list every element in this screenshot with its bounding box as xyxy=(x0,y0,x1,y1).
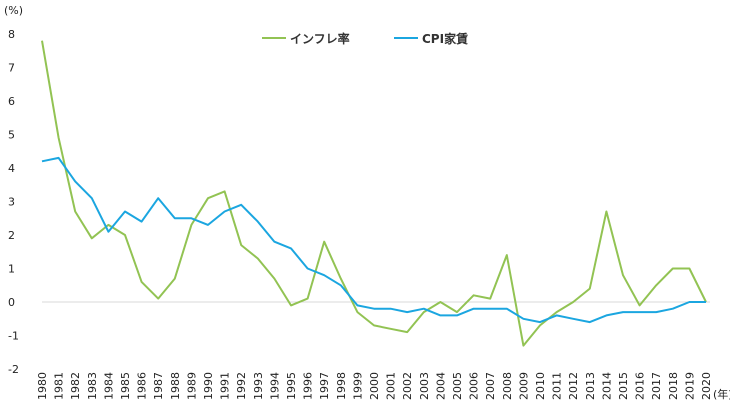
x-tick-label: 2008 xyxy=(501,372,514,400)
x-tick-label: 2003 xyxy=(418,372,431,400)
x-tick-label: 1996 xyxy=(302,372,315,400)
x-tick-label: 1980 xyxy=(36,372,49,400)
x-tick-label: 2011 xyxy=(551,372,564,400)
legend-label-2: CPI家賃 xyxy=(422,31,468,46)
x-tick-label: 2013 xyxy=(584,372,597,400)
x-tick-label: 2004 xyxy=(434,372,447,400)
x-tick-label: 2014 xyxy=(600,372,613,400)
y-tick-label: 5 xyxy=(8,129,15,142)
x-tick-label: 2017 xyxy=(650,372,663,400)
x-tick-label: 2012 xyxy=(567,372,580,400)
x-tick-label: 2000 xyxy=(368,372,381,400)
legend-label-1: インフレ率 xyxy=(290,31,350,46)
x-axis-ticks: 1980 1981 1982 1983 1984 1985 1986 1987 1988 1989… xyxy=(36,372,713,400)
x-tick-label: 1994 xyxy=(268,372,281,400)
series-line-1 xyxy=(41,40,707,347)
x-tick-label: 2005 xyxy=(451,372,464,400)
x-tick-label: 1995 xyxy=(285,372,298,400)
x-tick-label: 1990 xyxy=(202,372,215,400)
series-lines xyxy=(41,40,707,347)
x-tick-label: 1999 xyxy=(351,372,364,400)
x-tick-label: 1988 xyxy=(169,372,182,400)
x-tick-label: 2007 xyxy=(484,372,497,400)
y-tick-label: 2 xyxy=(8,229,15,242)
y-tick-label: 0 xyxy=(8,296,15,309)
x-tick-label: 1982 xyxy=(69,372,82,400)
x-tick-label: 2006 xyxy=(468,372,481,400)
series-line-2 xyxy=(41,156,706,324)
y-tick-label: 3 xyxy=(8,196,15,209)
x-tick-label: 2016 xyxy=(634,372,647,400)
y-tick-label: -1 xyxy=(8,330,19,343)
x-tick-label: 1993 xyxy=(252,372,265,400)
y-tick-label: 7 xyxy=(8,62,15,75)
x-tick-label: 2002 xyxy=(401,372,414,400)
y-axis-unit-label: (%) xyxy=(4,4,23,17)
x-tick-label: 1985 xyxy=(119,372,132,400)
x-tick-label: 1989 xyxy=(185,372,198,400)
x-tick-label: 1991 xyxy=(219,372,232,400)
y-tick-label: 4 xyxy=(8,162,15,175)
x-tick-label: 1992 xyxy=(235,372,248,400)
x-tick-label: 1984 xyxy=(102,372,115,400)
x-tick-label: 2009 xyxy=(517,372,530,400)
x-tick-label: 2019 xyxy=(683,372,696,400)
x-tick-label: 1981 xyxy=(53,372,66,400)
y-tick-label: 8 xyxy=(8,28,15,41)
x-tick-label: 1983 xyxy=(86,372,99,400)
legend: インフレ率 CPI家賃 xyxy=(262,31,468,46)
x-tick-label: 1987 xyxy=(152,372,165,400)
x-tick-label: 2018 xyxy=(667,372,680,400)
x-tick-label: 2015 xyxy=(617,372,630,400)
y-tick-label: 6 xyxy=(8,95,15,108)
x-tick-label: 2010 xyxy=(534,372,547,400)
x-tick-label: 1998 xyxy=(335,372,348,400)
x-tick-label: 2001 xyxy=(385,372,398,400)
y-tick-label: 1 xyxy=(8,263,15,276)
x-tick-label: 1997 xyxy=(318,372,331,400)
x-axis-unit-label: (年) xyxy=(713,387,730,401)
x-tick-label: 1986 xyxy=(136,372,149,400)
x-tick-label: 2020 xyxy=(700,372,713,400)
y-axis-ticks: 8 7 6 5 4 3 2 1 0 -1 -2 xyxy=(8,28,19,376)
y-tick-label: -2 xyxy=(8,363,19,376)
